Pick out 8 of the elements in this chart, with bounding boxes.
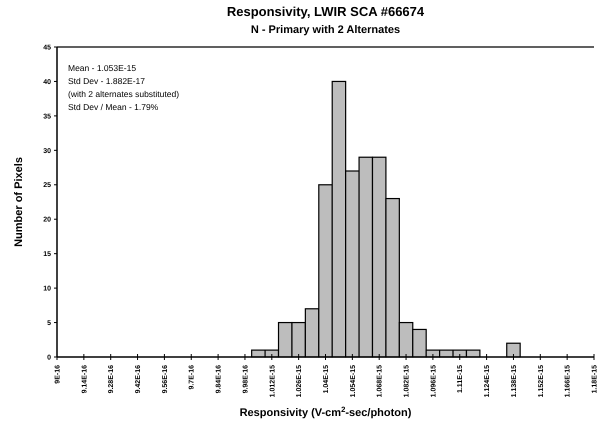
chart-title: Responsivity, LWIR SCA #66674 [226,4,425,19]
y-axis-title: Number of Pixels [13,157,25,247]
annotation: (with 2 alternates substituted) [68,89,180,99]
annotation: Std Dev - 1.882E-17 [68,76,146,86]
x-axis-title: Responsivity (V-cm$^{2}$-sec/photon) [240,404,412,419]
annotation: Std Dev / Mean - 1.79% [68,102,159,112]
annotation: Mean - 1.053E-15 [68,63,136,73]
chart-subtitle: N - Primary with 2 Alternates [250,24,400,36]
